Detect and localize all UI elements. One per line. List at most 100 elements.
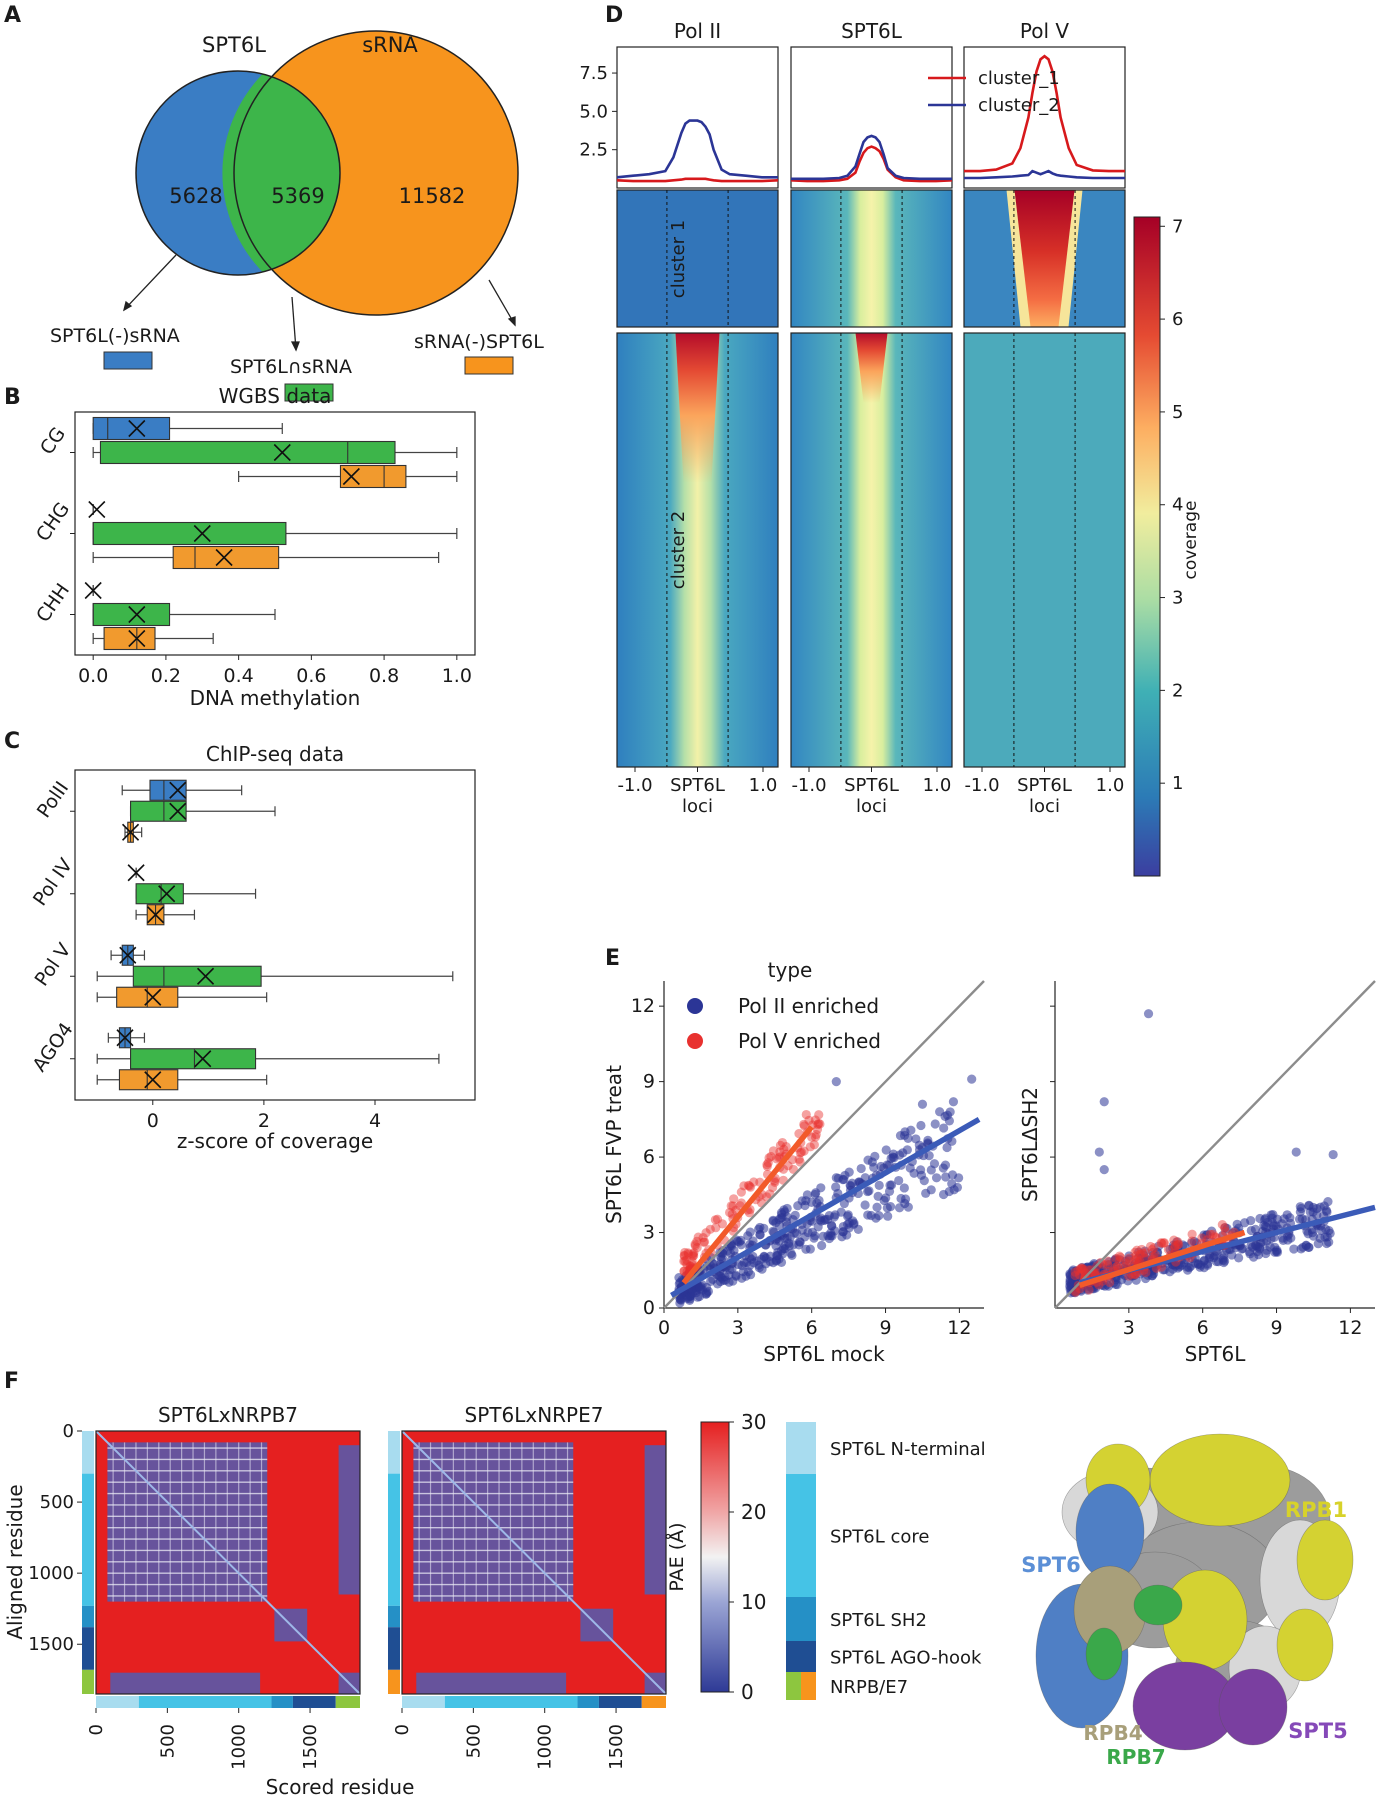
point-pol5 — [688, 1251, 698, 1261]
point-pol2 — [930, 1119, 940, 1129]
x-tick-label: SPT6L — [844, 775, 899, 796]
colorbar-label: PAE (Å) — [665, 1522, 688, 1591]
point-pol2 — [888, 1152, 898, 1162]
pae-domain-strip-y — [388, 1473, 400, 1606]
point-pol2 — [1218, 1253, 1228, 1263]
point-pol5 — [1173, 1237, 1183, 1247]
y-tick-label: CG — [36, 423, 70, 459]
point-pol2 — [826, 1228, 836, 1238]
point-pol2 — [899, 1183, 909, 1193]
point-pol2 — [948, 1097, 959, 1107]
x-axis-label: SPT6L — [1185, 1342, 1247, 1366]
point-pol2 — [1319, 1201, 1329, 1211]
y-tick-label: 0 — [63, 1421, 74, 1442]
point-pol2 — [872, 1202, 882, 1212]
domain-swatch — [786, 1597, 816, 1641]
point-pol5 — [1139, 1253, 1149, 1263]
point-pol5 — [764, 1153, 774, 1163]
identity-line — [663, 980, 985, 1309]
point-pol2 — [894, 1175, 904, 1186]
heatmap-cluster2-hotspot — [855, 333, 888, 403]
point-pol2 — [926, 1185, 936, 1195]
pae-block — [338, 1445, 360, 1595]
point-pol5 — [1112, 1262, 1122, 1272]
legend-marker-pol2 — [687, 998, 703, 1014]
plot-frame — [74, 769, 476, 1101]
mean-marker — [144, 988, 162, 1006]
colorbar-tick-label: 7 — [1172, 216, 1183, 237]
point-pol5 — [1138, 1248, 1148, 1258]
point-pol2 — [885, 1202, 896, 1212]
colorbar-tick-label: 2 — [1172, 680, 1183, 701]
point-pol5 — [680, 1247, 690, 1258]
domain-label: SPT6L AGO-hook — [830, 1648, 982, 1669]
point-pol5 — [1157, 1238, 1167, 1248]
domain-swatch — [786, 1422, 816, 1474]
point-pol5 — [1103, 1256, 1113, 1266]
scatter-panel: 00 3 3 6 6 9 9 12 12 SPT6L mock SPT6L FVP treat 3 6 9… — [602, 958, 1376, 1366]
point-outlier — [1094, 1147, 1104, 1157]
point-pol2 — [944, 1186, 954, 1197]
structure-blob — [1133, 1584, 1183, 1626]
point-pol2 — [1202, 1259, 1213, 1269]
structure-blob — [1296, 1519, 1354, 1601]
point-pol5 — [1187, 1229, 1197, 1239]
point-pol5 — [1078, 1264, 1088, 1274]
point-pol5 — [810, 1132, 821, 1142]
point-pol5 — [1135, 1249, 1145, 1259]
point-pol2 — [874, 1211, 884, 1221]
point-pol5 — [794, 1154, 804, 1164]
point-outlier — [1143, 1009, 1154, 1019]
venn-overlap-swatch — [284, 383, 334, 402]
point-pol2 — [874, 1180, 884, 1190]
point-pol5 — [679, 1256, 689, 1266]
pae-domain-strip-x — [402, 1696, 445, 1708]
point-pol5 — [683, 1248, 693, 1258]
point-pol5 — [1145, 1241, 1156, 1252]
point-pol2 — [1308, 1207, 1318, 1217]
colorbar-tick-label: 3 — [1172, 588, 1183, 609]
point-pol5 — [1074, 1270, 1085, 1280]
x-tick-label: loci — [1029, 796, 1060, 817]
profile-line-cluster_1 — [790, 145, 953, 183]
point-pol5 — [783, 1161, 793, 1171]
fit-line-pol2 — [670, 1116, 981, 1298]
heatmap-cluster1-bg — [617, 190, 778, 327]
point-pol5 — [763, 1158, 773, 1168]
x-tick-label: -1.0 — [964, 775, 999, 796]
point-pol2 — [838, 1227, 848, 1237]
point-pol5 — [1220, 1223, 1230, 1233]
point-pol2 — [938, 1163, 948, 1173]
point-pol5 — [1130, 1270, 1140, 1280]
point-pol2 — [1089, 1284, 1099, 1294]
pae-domain-strip-y — [82, 1627, 94, 1670]
point-pol2 — [1324, 1225, 1334, 1236]
point-pol5 — [1124, 1271, 1134, 1281]
y-tick-label: Pol V — [31, 939, 76, 990]
heatmap-cluster1-frame — [790, 189, 953, 328]
x-tick-label: -1.0 — [617, 775, 652, 796]
domain-swatch — [786, 1474, 816, 1597]
x-axis-label: DNA methylation — [190, 686, 361, 710]
domain-label: NRPB/E7 — [830, 1677, 908, 1698]
structure-label-rpb7: RPB7 — [1106, 1745, 1165, 1769]
point-pol2 — [1096, 1280, 1107, 1290]
mean-marker — [121, 823, 140, 841]
point-pol5 — [1163, 1244, 1173, 1255]
point-pol5 — [1140, 1248, 1150, 1258]
point-pol5 — [799, 1146, 809, 1156]
structure-label-rpb4: RPB4 — [1083, 1721, 1142, 1745]
point-pol2 — [745, 1227, 755, 1237]
point-pol5 — [1147, 1245, 1157, 1255]
point-pol5 — [699, 1237, 710, 1247]
point-pol5 — [680, 1256, 690, 1266]
point-pol2 — [1261, 1213, 1271, 1223]
point-pol2 — [898, 1148, 908, 1158]
point-pol2 — [1139, 1250, 1149, 1260]
point-pol2 — [849, 1219, 859, 1230]
point-pol2 — [1246, 1225, 1256, 1236]
domain-label: SPT6L core — [830, 1527, 929, 1548]
point-pol2 — [737, 1261, 747, 1271]
point-pol5 — [726, 1201, 736, 1211]
